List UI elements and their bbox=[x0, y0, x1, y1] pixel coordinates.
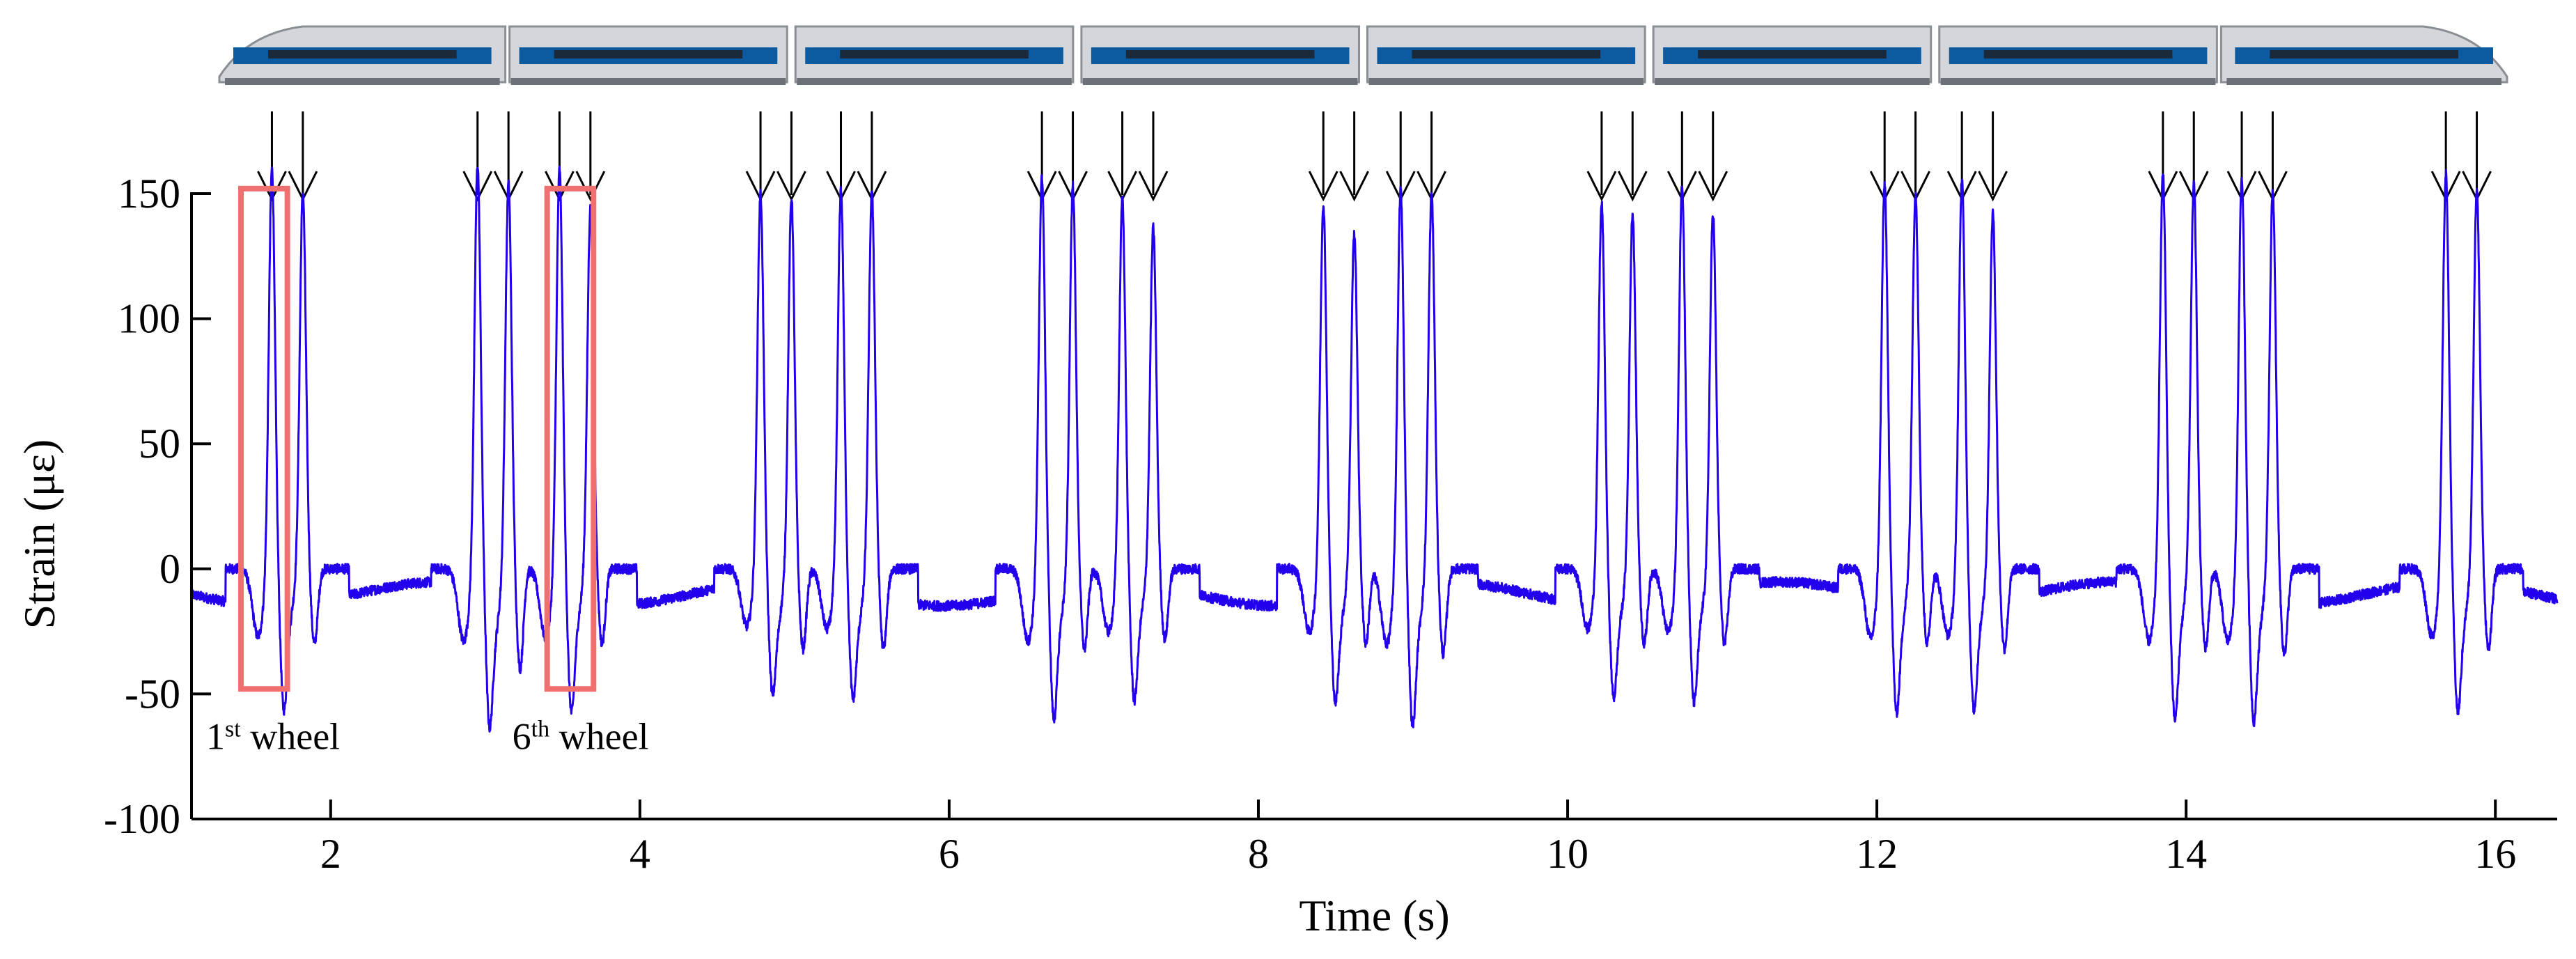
train-car bbox=[2219, 25, 2508, 85]
wheel-annotation: 1st wheel bbox=[206, 715, 340, 757]
train-car bbox=[218, 25, 507, 85]
train-car bbox=[1652, 25, 1933, 85]
wheel-arrow bbox=[1308, 111, 1338, 202]
wheel-arrow bbox=[1617, 111, 1648, 202]
y-tick-label: -50 bbox=[125, 671, 180, 717]
wheel-arrow bbox=[1416, 111, 1446, 202]
wheel-arrow bbox=[1900, 111, 1930, 202]
wheel-highlight-box bbox=[238, 185, 290, 692]
wheel-annotation: 6th wheel bbox=[513, 715, 649, 757]
train-car bbox=[1366, 25, 1646, 85]
strain-signal bbox=[190, 165, 2559, 733]
y-tick-label: 0 bbox=[159, 546, 180, 592]
y-tick-label: 150 bbox=[118, 171, 180, 217]
wheel-arrow bbox=[776, 111, 806, 202]
x-axis-title: Time (s) bbox=[1299, 891, 1449, 940]
wheel-arrow bbox=[1339, 111, 1369, 202]
wheel-arrow bbox=[2258, 111, 2288, 202]
train-car bbox=[794, 25, 1075, 85]
train-car bbox=[1938, 25, 2218, 85]
y-tick-label: 100 bbox=[118, 296, 180, 342]
wheel-arrow bbox=[1978, 111, 2008, 202]
wheel-arrow bbox=[1385, 111, 1416, 202]
wheel-highlight-box bbox=[544, 185, 597, 692]
axes bbox=[190, 192, 2557, 820]
x-tick-label: 2 bbox=[320, 831, 341, 877]
wheel-arrow bbox=[1138, 111, 1169, 202]
x-tick-label: 4 bbox=[630, 831, 650, 877]
wheel-arrow bbox=[575, 111, 606, 202]
y-tick-label: 50 bbox=[139, 421, 180, 467]
wheel-arrow bbox=[2462, 111, 2492, 202]
wheel-highlight-boxes: 1st wheel 6th wheel bbox=[206, 185, 649, 757]
wheel-arrow bbox=[1586, 111, 1617, 202]
x-tick-label: 10 bbox=[1547, 831, 1588, 877]
train-illustration bbox=[218, 25, 2508, 85]
strain-series-line bbox=[190, 165, 2559, 733]
wheel-arrow bbox=[745, 111, 776, 202]
wheel-arrow bbox=[857, 111, 887, 202]
wheel-arrow bbox=[1698, 111, 1728, 202]
x-tick-label: 12 bbox=[1856, 831, 1898, 877]
x-tick-label: 16 bbox=[2474, 831, 2516, 877]
train-car bbox=[1080, 25, 1360, 85]
wheel-arrow bbox=[288, 111, 318, 202]
wheel-arrow bbox=[1107, 111, 1137, 202]
x-tick-label: 14 bbox=[2165, 831, 2207, 877]
x-tick-label: 8 bbox=[1248, 831, 1269, 877]
y-tick-label: -100 bbox=[104, 796, 180, 842]
train-car bbox=[508, 25, 788, 85]
x-tick-label: 6 bbox=[939, 831, 960, 877]
axis-labels: -100 -50 0 50 100 150 2 4 6 8 10 12 14 16 bbox=[104, 171, 2516, 877]
y-axis-title: Strain (με) bbox=[15, 439, 64, 630]
